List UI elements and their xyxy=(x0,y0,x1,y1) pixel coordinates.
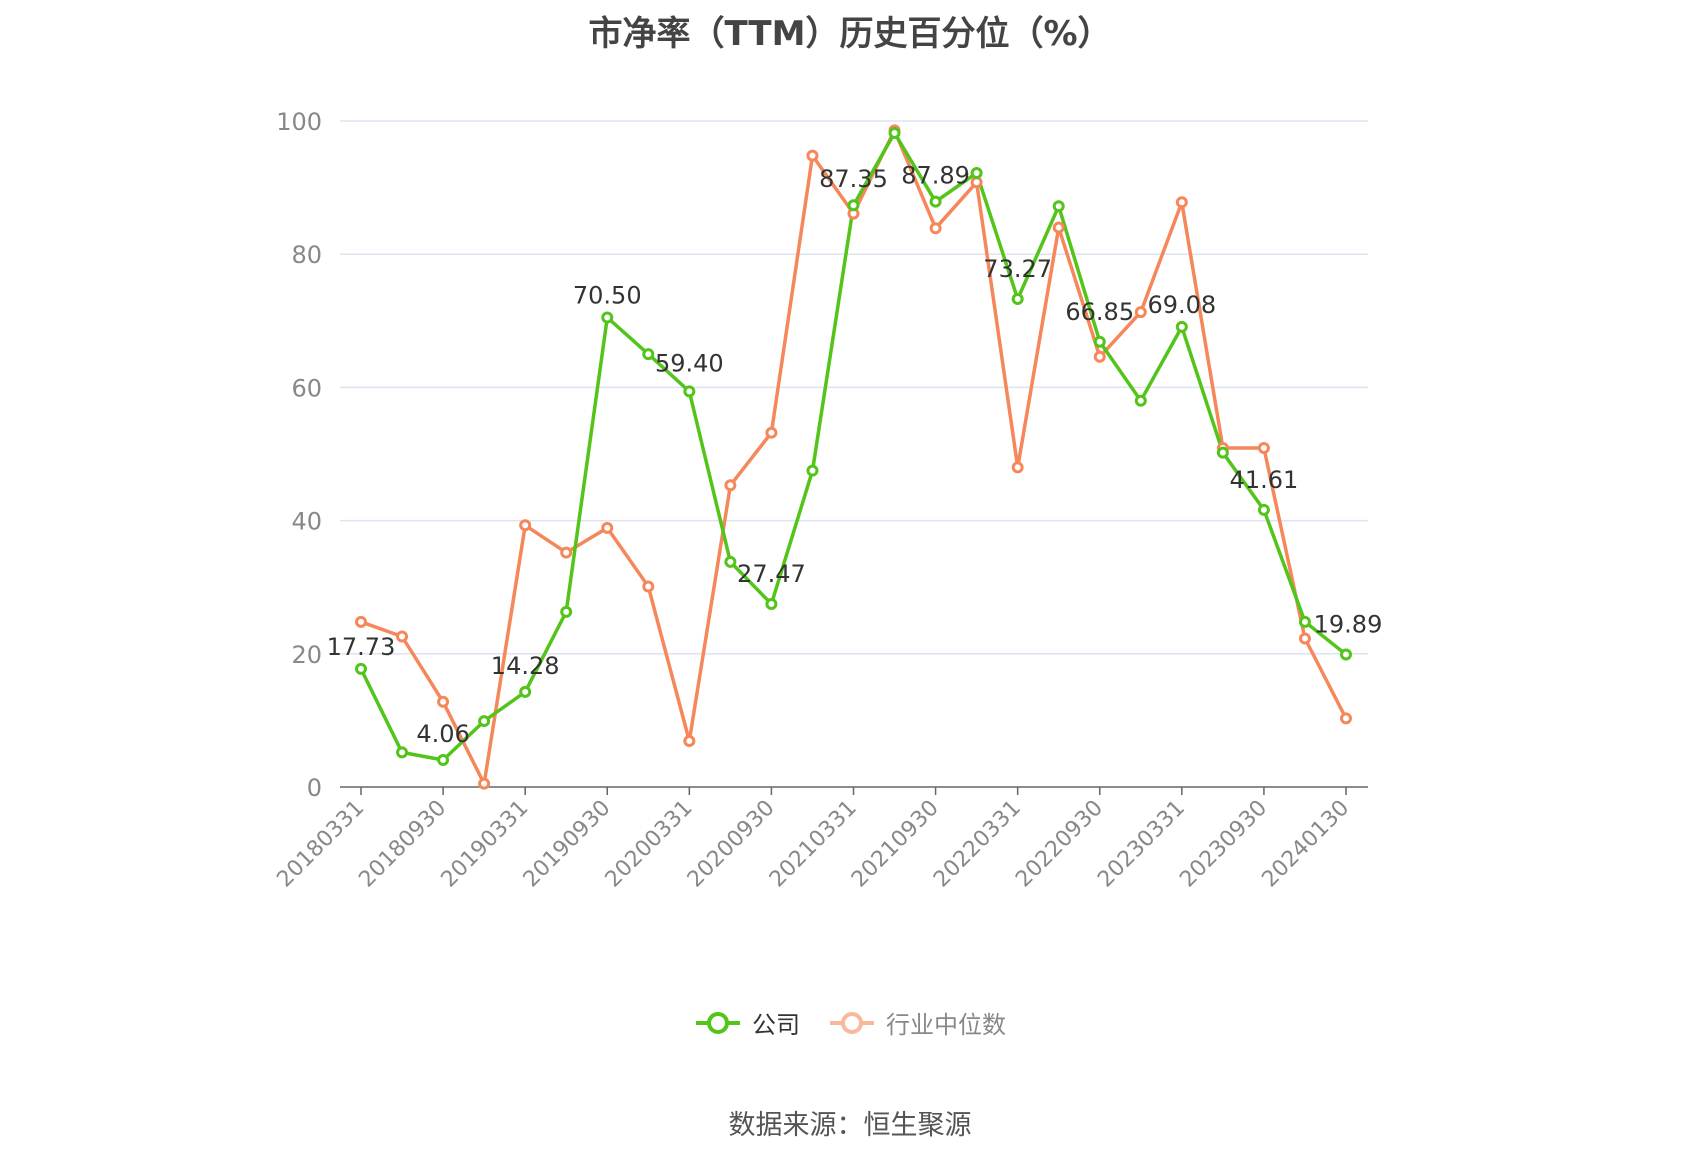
industry-data-point xyxy=(1134,306,1147,319)
company-data-point xyxy=(847,199,860,212)
industry-data-point xyxy=(1298,632,1311,645)
industry-data-point xyxy=(396,630,409,643)
company-data-label: 27.47 xyxy=(737,560,806,588)
chart-title: 市净率（TTM）历史百分位（%） xyxy=(588,14,1112,54)
x-tick-label: 20180331 xyxy=(272,796,369,893)
company-data-label: 19.89 xyxy=(1314,611,1383,639)
x-tick-label: 20230930 xyxy=(1175,796,1272,893)
x-tick-label: 20220930 xyxy=(1011,796,1108,893)
x-tick-label: 20230331 xyxy=(1093,796,1190,893)
series-lines xyxy=(359,128,1348,786)
company-data-label: 59.40 xyxy=(655,349,724,377)
company-data-label: 87.89 xyxy=(901,162,970,190)
y-tick-label: 100 xyxy=(276,108,322,136)
company-data-point xyxy=(1257,503,1270,516)
industry-data-point xyxy=(1175,196,1188,209)
company-data-label: 70.50 xyxy=(573,281,642,309)
company-data-point xyxy=(519,685,532,698)
industry-data-point xyxy=(1257,442,1270,455)
legend-company-line-circle-icon xyxy=(696,1011,740,1034)
x-tick-label: 20200331 xyxy=(601,796,698,893)
industry-data-point xyxy=(355,615,367,628)
company-data-point xyxy=(765,598,778,611)
company-data-point xyxy=(437,753,450,766)
industry-data-point xyxy=(1340,712,1352,725)
industry-data-point xyxy=(683,735,696,748)
company-data-label: 41.61 xyxy=(1230,466,1299,494)
legend-label-industry: 行业中位数 xyxy=(886,1011,1006,1039)
company-data-point xyxy=(560,605,573,618)
company-data-point xyxy=(355,662,367,675)
industry-data-point xyxy=(724,479,737,492)
company-data-label: 4.06 xyxy=(416,720,469,748)
industry-data-point xyxy=(806,149,819,162)
industry-data-point xyxy=(437,695,450,708)
industry-data-point xyxy=(642,580,655,593)
industry-series-line xyxy=(360,128,1348,786)
series-points xyxy=(355,124,1352,790)
company-data-label: 66.85 xyxy=(1065,298,1134,326)
company-data-label: 69.08 xyxy=(1147,291,1216,319)
company-data-point xyxy=(396,746,409,759)
y-tick-label: 40 xyxy=(291,508,322,536)
company-data-point xyxy=(724,555,737,568)
x-tick-label: 20210331 xyxy=(765,796,862,893)
company-data-point xyxy=(683,385,696,398)
y-tick-label: 80 xyxy=(291,241,322,269)
industry-data-point xyxy=(1011,461,1024,474)
company-data-point xyxy=(1340,648,1352,661)
industry-data-point xyxy=(601,521,614,534)
industry-data-point xyxy=(478,777,491,790)
company-data-point xyxy=(1011,293,1024,306)
company-data-point xyxy=(1175,320,1188,333)
grid-lines xyxy=(340,120,1368,655)
x-tick-label: 20190930 xyxy=(519,796,616,893)
axes: 0 20 40 60 80 100 2018033120180930201903312019… xyxy=(272,108,1368,892)
y-tick-label: 20 xyxy=(291,641,322,669)
x-tick-label: 20210930 xyxy=(847,796,944,893)
company-data-point xyxy=(478,715,491,728)
x-tick-label: 20220331 xyxy=(929,796,1026,893)
data-labels: 17.73 4.06 14.28 70.50 59.40 27.47 87.35 87.89 7… xyxy=(327,162,1383,748)
company-data-point xyxy=(1216,446,1229,459)
data-source-note: 数据来源：恒生聚源 xyxy=(728,1110,972,1141)
company-data-point xyxy=(1298,615,1311,628)
industry-data-point xyxy=(560,546,573,559)
industry-data-point xyxy=(929,222,942,235)
industry-data-point xyxy=(765,426,778,439)
legend-item-company[interactable]: 公司 xyxy=(694,1005,800,1040)
industry-data-point xyxy=(970,176,983,189)
company-data-point xyxy=(1052,200,1065,213)
industry-data-point xyxy=(519,519,532,532)
company-data-point xyxy=(888,126,901,139)
x-tick-label: 20190331 xyxy=(437,796,534,893)
industry-data-point xyxy=(1093,350,1106,363)
company-data-point xyxy=(601,311,614,324)
company-data-point xyxy=(1093,335,1106,348)
company-data-point xyxy=(1134,394,1147,407)
company-data-label: 73.27 xyxy=(983,255,1052,283)
company-data-label: 17.73 xyxy=(327,633,396,661)
x-tick-label: 20240130 xyxy=(1257,796,1354,893)
legend-item-industry[interactable]: 行业中位数 xyxy=(828,1005,1006,1040)
y-tick-label: 0 xyxy=(307,774,322,802)
y-tick-label: 60 xyxy=(291,374,322,402)
company-data-point xyxy=(929,195,942,208)
x-tick-label: 20180930 xyxy=(354,796,451,893)
company-data-point xyxy=(642,348,655,361)
industry-data-point xyxy=(1052,221,1065,234)
company-data-label: 87.35 xyxy=(819,165,888,193)
company-data-point xyxy=(806,464,819,477)
legend-industry-line-circle-icon xyxy=(830,1011,874,1034)
company-data-label: 14.28 xyxy=(491,652,560,680)
company-data-point xyxy=(970,166,983,179)
x-tick-label: 20200930 xyxy=(683,796,780,893)
legend: 公司 行业中位数 xyxy=(0,1005,1700,1040)
legend-label-company: 公司 xyxy=(752,1011,800,1039)
